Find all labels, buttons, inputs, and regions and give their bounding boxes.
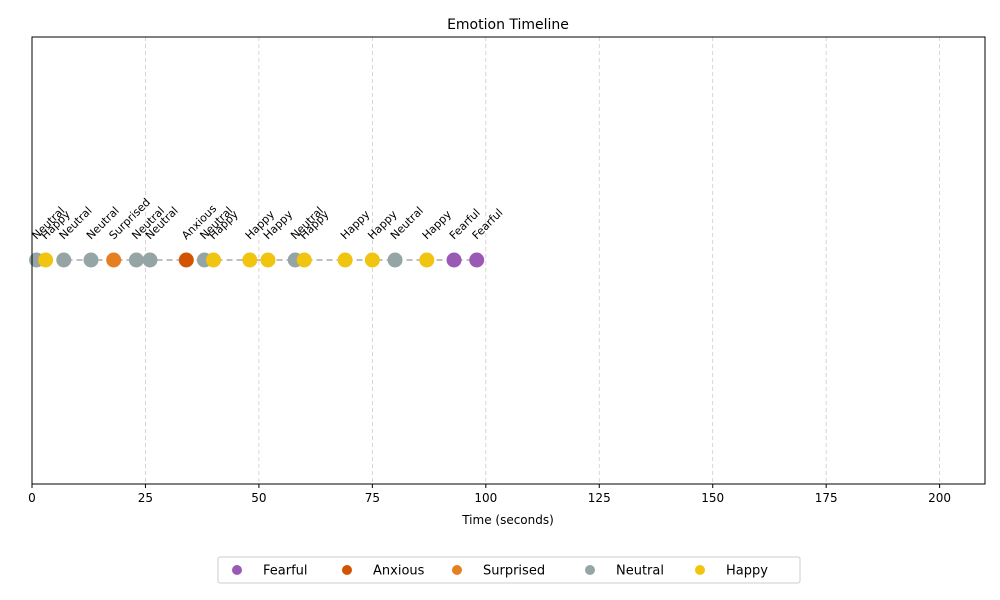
x-tick-label: 175 <box>815 491 838 505</box>
x-tick-label: 150 <box>701 491 724 505</box>
legend-frame <box>217 556 801 584</box>
legend-marker <box>585 565 595 575</box>
x-axis-label: Time (seconds) <box>461 513 554 527</box>
legend-entry-label: Neutral <box>616 564 664 579</box>
legend-marker <box>342 565 352 575</box>
emotion-point <box>337 252 353 268</box>
grid-layer <box>145 37 941 484</box>
emotion-point <box>364 252 380 268</box>
emotion-point-label: Happy <box>338 207 373 242</box>
emotion-point <box>469 252 485 268</box>
emotion-point <box>128 252 144 268</box>
emotion-point-label: Neutral <box>388 204 426 242</box>
legend-entry-label: Fearful <box>263 564 308 579</box>
x-tick-label: 100 <box>474 491 497 505</box>
legend-entry-label: Anxious <box>373 564 425 579</box>
x-tick-label: 75 <box>365 491 380 505</box>
emotion-point <box>56 252 72 268</box>
x-tick-label: 200 <box>928 491 951 505</box>
emotion-point <box>178 252 194 268</box>
labels-layer: NeutralHappyNeutralNeutralSurprisedNeutr… <box>29 196 505 242</box>
x-axis: 0 25 50 75 100 125 150 175 200 <box>28 484 951 505</box>
emotion-point <box>83 252 99 268</box>
emotion-point <box>446 252 462 268</box>
points-layer <box>29 252 485 268</box>
legend-entry-label: Happy <box>726 564 768 579</box>
emotion-point <box>206 252 222 268</box>
legend-marker <box>452 565 462 575</box>
legend-marker <box>232 565 242 575</box>
x-tick-label: 50 <box>251 491 266 505</box>
x-tick-label: 0 <box>28 491 36 505</box>
x-tick-label: 125 <box>588 491 611 505</box>
plot-frame <box>31 36 986 485</box>
legend: Fearful Anxious Surprised Neutral Happy <box>217 556 801 584</box>
emotion-point <box>38 252 54 268</box>
x-tick-label: 25 <box>138 491 153 505</box>
emotion-point <box>242 252 258 268</box>
chart-title: Emotion Timeline <box>447 17 569 33</box>
legend-entry-label: Surprised <box>483 564 545 579</box>
emotion-point <box>419 252 435 268</box>
emotion-point <box>260 252 276 268</box>
emotion-point <box>142 252 158 268</box>
emotion-point <box>387 252 403 268</box>
emotion-point <box>296 252 312 268</box>
emotion-point <box>106 252 122 268</box>
legend-marker <box>695 565 705 575</box>
